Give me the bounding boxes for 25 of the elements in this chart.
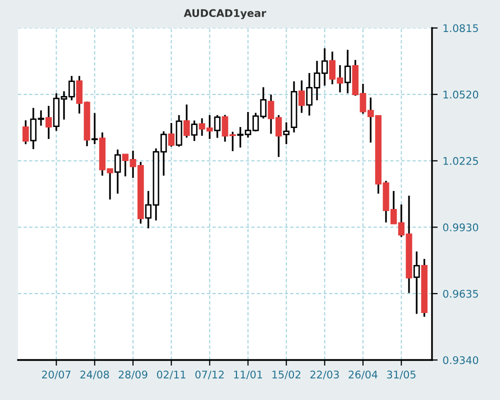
x-tick-label: 28/09 [118, 370, 148, 380]
y-tick-label: 1.0225 [444, 157, 478, 165]
x-tick-label: 22/03 [310, 370, 339, 380]
candlestick [191, 120, 198, 142]
chart-title: AUDCAD1year [184, 9, 266, 20]
y-tick-label: 0.9340 [443, 356, 478, 364]
candlestick [176, 114, 182, 148]
candlestick [283, 121, 290, 145]
candlestick [344, 49, 351, 94]
x-tick-label: 20/07 [42, 370, 70, 380]
y-tick-label: 1.0520 [444, 90, 478, 99]
candlestick [114, 148, 121, 194]
candlestick [413, 250, 420, 315]
y-tick-label: 0.9635 [443, 290, 478, 298]
x-tick-label: 24/08 [80, 370, 109, 380]
y-tick-label: 0.9930 [443, 223, 478, 232]
candlestick [91, 112, 98, 145]
x-tick-label: 07/12 [195, 370, 224, 380]
x-tick-label: 11/01 [234, 370, 262, 380]
x-tick-label: 15/02 [272, 370, 300, 380]
x-tick-label: 31/05 [387, 370, 416, 380]
x-tick-label: 26/04 [348, 370, 378, 380]
y-tick-label: 1.0815 [444, 24, 478, 32]
candlestick [214, 114, 221, 139]
x-tick-label: 02/11 [157, 370, 186, 380]
